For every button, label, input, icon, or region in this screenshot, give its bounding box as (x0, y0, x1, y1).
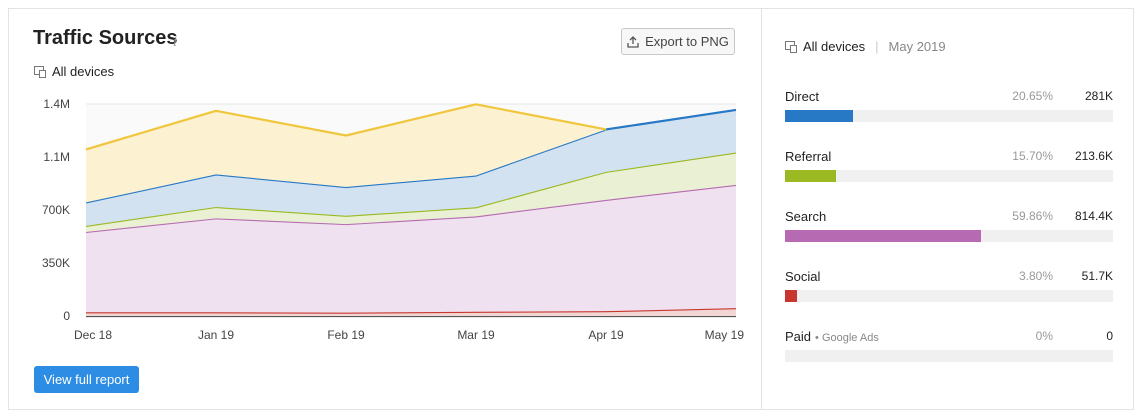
devices-label: All devices (52, 64, 115, 79)
source-bar-track (785, 170, 1113, 182)
summary-devices-label[interactable]: All devices (803, 39, 866, 54)
devices-icon (34, 66, 46, 78)
source-name: Referral (785, 149, 831, 164)
source-row: Search 59.86% 814.4K (785, 209, 1113, 243)
source-row: Paid • Google Ads 0% 0 (785, 329, 1113, 363)
source-row: Social 3.80% 51.7K (785, 269, 1113, 303)
series-area (86, 104, 606, 203)
summary-panel: All devices | May 2019 Direct 20.65% 281K R… (761, 9, 1135, 409)
x-tick-label: May 19 (705, 328, 745, 342)
series-area (86, 308, 736, 316)
export-png-button[interactable]: Export to PNG (621, 28, 735, 55)
y-tick-label: 1.1M (43, 150, 70, 164)
source-percent: 0% (1035, 329, 1053, 343)
source-label: Direct (785, 89, 819, 104)
source-label: Paid (785, 329, 812, 344)
series-area (86, 184, 736, 313)
traffic-sources-card: Traffic Sources i Export to PNG All devi… (8, 8, 1134, 410)
source-bar-track (785, 230, 1113, 242)
x-tick-label: Feb 19 (327, 328, 365, 342)
source-label: Referral (785, 149, 832, 164)
source-bar-track (785, 110, 1113, 122)
traffic-area-chart: 1.4M 1.1M 700K 350K 0 Dec 18 Jan 19 Feb 19 Mar … (42, 97, 744, 342)
series-area (86, 109, 736, 226)
y-tick-label: 1.4M (43, 97, 70, 111)
source-percent: 3.80% (1018, 269, 1053, 283)
devices-filter[interactable]: All devices (34, 64, 114, 79)
widget-title: Traffic Sources (33, 27, 178, 49)
source-name: Search (785, 209, 826, 224)
source-value: 0 (1106, 329, 1113, 343)
info-icon[interactable]: i (173, 35, 178, 50)
export-label: Export to PNG (645, 34, 729, 49)
y-tick-label: 700K (42, 203, 70, 217)
source-bar-fill (785, 110, 853, 122)
source-name: Paid • Google Ads (785, 329, 879, 344)
source-row: Direct 20.65% 281K (785, 89, 1113, 123)
source-percent: 20.65% (1012, 89, 1053, 103)
divider: | (875, 39, 879, 54)
chart-panel: Traffic Sources i Export to PNG All devi… (9, 9, 762, 409)
period-label: May 2019 (888, 39, 946, 54)
source-row: Referral 15.70% 213.6K (785, 149, 1113, 183)
source-sublabel: • Google Ads (815, 332, 879, 344)
x-tick-label: Jan 19 (198, 328, 234, 342)
x-axis-labels: Dec 18 Jan 19 Feb 19 Mar 19 Apr 19 May 19 (74, 328, 744, 342)
series-line (85, 103, 607, 151)
source-name: Direct (785, 89, 819, 104)
y-tick-label: 350K (42, 256, 70, 270)
summary-header: All devices | May 2019 (785, 39, 946, 54)
devices-icon (785, 41, 797, 53)
view-full-report-button[interactable]: View full report (34, 366, 139, 393)
upload-icon (627, 35, 639, 48)
source-label: Search (785, 209, 827, 224)
source-bar-track (785, 350, 1113, 362)
series-area (86, 152, 736, 232)
x-tick-label: Dec 18 (74, 328, 112, 342)
chart-areas (85, 103, 737, 318)
source-bar-fill (785, 230, 982, 242)
source-percent: 59.86% (1012, 209, 1053, 223)
source-value: 814.4K (1074, 209, 1113, 223)
source-bar-fill (785, 290, 798, 302)
source-name: Social (785, 269, 820, 284)
x-tick-label: Apr 19 (588, 328, 624, 342)
source-label: Social (785, 269, 821, 284)
source-bar-fill (785, 170, 837, 182)
source-value: 51.7K (1081, 269, 1113, 283)
source-value: 213.6K (1074, 149, 1113, 163)
y-axis-labels: 1.4M 1.1M 700K 350K 0 (42, 97, 70, 323)
x-tick-label: Mar 19 (457, 328, 495, 342)
source-value: 281K (1084, 89, 1113, 103)
source-percent: 15.70% (1012, 149, 1053, 163)
y-tick-label: 0 (63, 309, 70, 323)
source-bar-track (785, 290, 1113, 302)
